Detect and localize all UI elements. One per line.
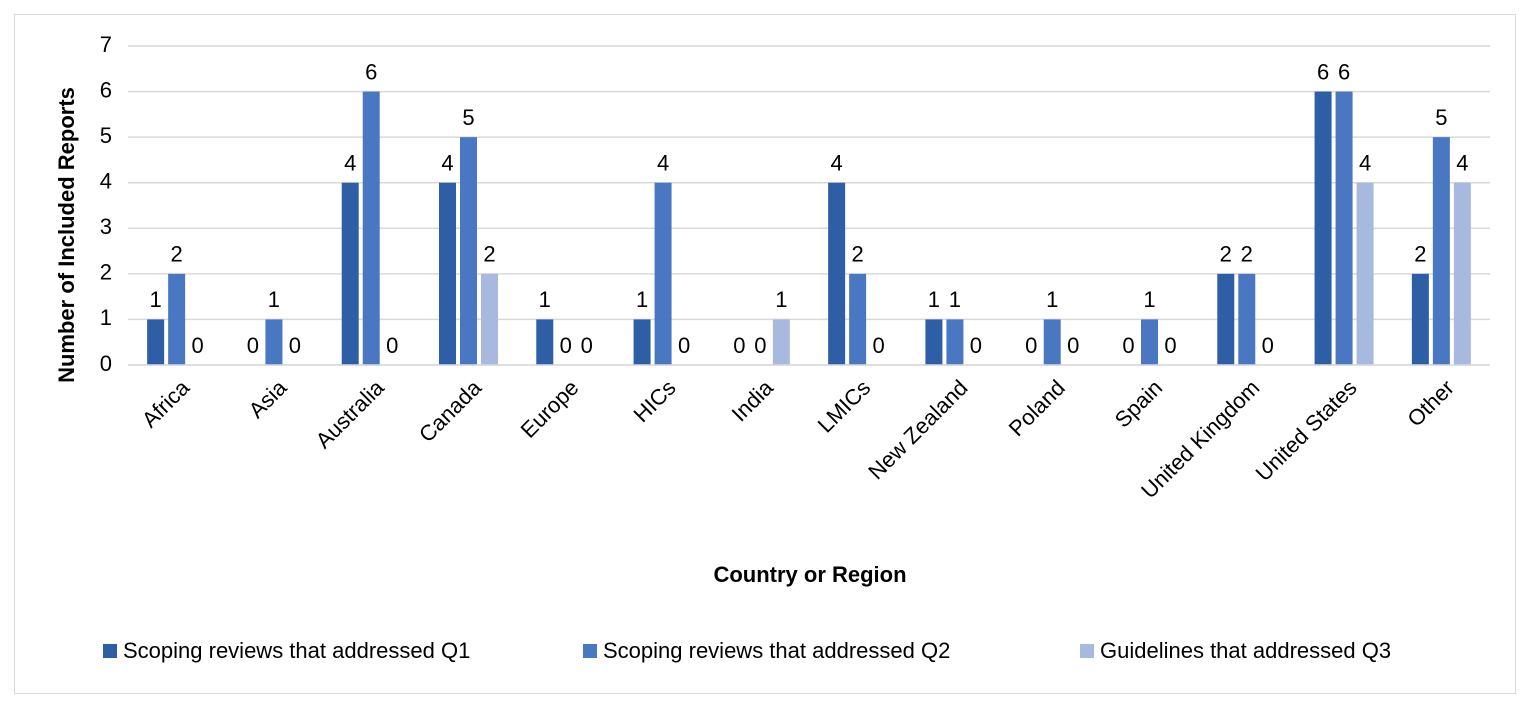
bar [1238,273,1256,365]
data-label: 1 [539,287,551,312]
data-label: 1 [636,287,648,312]
bar [265,319,283,365]
bar [1411,273,1429,365]
bar [460,137,477,365]
data-label: 1 [268,287,280,312]
data-label: 0 [1025,333,1037,358]
data-label: 2 [483,242,495,267]
data-label: 1 [775,287,787,312]
data-label: 0 [678,333,690,358]
data-label: 2 [1220,242,1232,267]
bar [362,91,380,366]
data-label: 1 [1046,287,1058,312]
data-label: 0 [289,333,301,358]
bar [654,182,672,365]
data-label: 4 [1359,151,1371,176]
data-label: 0 [1067,333,1079,358]
bar [849,273,867,365]
bar [481,273,498,365]
bar [536,319,554,365]
data-label: 1 [928,287,940,312]
bar [341,182,359,365]
data-label: 2 [171,242,183,267]
bar [925,319,943,365]
data-label: 0 [754,333,766,358]
data-label: 1 [1143,287,1155,312]
bar [1432,137,1450,365]
data-label: 4 [657,151,669,176]
data-label: 0 [1164,333,1176,358]
bar [168,273,186,365]
data-label: 0 [873,333,885,358]
y-tick-label: 5 [100,123,112,148]
y-tick-label: 2 [100,260,112,285]
data-label: 4 [344,151,356,176]
legend-label: Guidelines that addressed Q3 [1100,638,1391,663]
y-tick-label: 4 [100,169,112,194]
data-label: 2 [1241,242,1253,267]
legend-swatch [583,644,597,658]
bar [1043,319,1061,365]
bar [1335,91,1353,366]
data-label: 6 [1317,59,1329,84]
data-label: 2 [1414,242,1426,267]
legend-label: Scoping reviews that addressed Q2 [603,638,950,663]
y-tick-label: 7 [100,32,112,57]
bar [1356,182,1374,365]
bar [772,319,790,365]
bar [1314,91,1332,366]
data-label: 4 [1456,151,1468,176]
data-label: 0 [1262,333,1274,358]
data-label: 4 [441,151,453,176]
data-label: 1 [949,287,961,312]
bar [946,319,964,365]
data-label: 6 [365,59,377,84]
y-tick-label: 3 [100,214,112,239]
bar [1217,273,1235,365]
data-label: 1 [150,287,162,312]
legend-label: Scoping reviews that addressed Q1 [123,638,470,663]
x-axis-title: Country or Region [713,562,906,587]
data-label: 5 [462,105,474,130]
data-label: 0 [581,333,593,358]
bar [828,182,846,365]
data-label: 0 [733,333,745,358]
legend-swatch [1080,644,1094,658]
data-label: 0 [386,333,398,358]
data-label: 2 [852,242,864,267]
bar [633,319,651,365]
bar [1141,319,1158,365]
bar [1453,182,1471,365]
data-label: 5 [1435,105,1447,130]
data-label: 0 [192,333,204,358]
chart-frame [14,14,1516,694]
y-tick-label: 6 [100,77,112,102]
bar [439,182,456,365]
y-axis-title: Number of Included Reports [54,87,79,383]
legend-swatch [103,644,117,658]
data-label: 0 [970,333,982,358]
y-tick-label: 0 [100,351,112,376]
data-label: 0 [1122,333,1134,358]
bar [147,319,165,365]
data-label: 0 [247,333,259,358]
data-label: 0 [560,333,572,358]
y-tick-label: 1 [100,305,112,330]
data-label: 4 [831,151,843,176]
data-label: 6 [1338,59,1350,84]
